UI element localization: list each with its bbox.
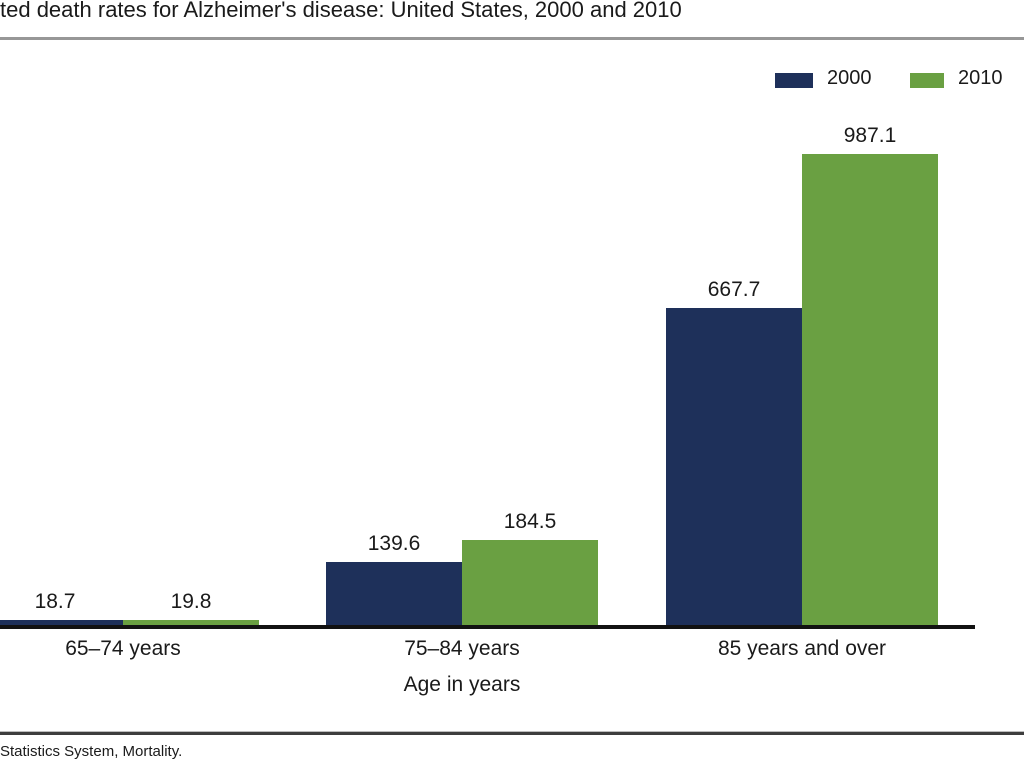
category-label-75-84: 75–84 years: [404, 637, 520, 660]
x-axis-line: [0, 625, 975, 629]
category-label-85-over: 85 years and over: [717, 637, 887, 660]
category-label-65-74: 65–74 years: [65, 637, 181, 660]
legend-label-2010: 2010: [958, 67, 1003, 89]
legend-swatch-2010: [910, 73, 944, 88]
bar-value-label-2000-1: 139.6: [367, 531, 421, 555]
bar-2010-75-84-years: [462, 540, 598, 629]
bar-2000-65-74-years: [0, 620, 123, 629]
bar-2000-75-84-years: [326, 561, 462, 629]
bar-value-label-2010-2: 987.1: [843, 124, 897, 147]
x-axis-title: Age in years: [403, 673, 521, 696]
title-divider-line: [0, 37, 1024, 40]
bar-value-label-2010-1: 184.5: [503, 510, 557, 534]
bar-2010-85-years-and-over: [802, 154, 938, 629]
bar-value-label-2000-2: 667.7: [707, 277, 761, 301]
bar-value-label-2010-0: 19.8: [170, 589, 212, 613]
bar-2010-65-74-years: [123, 619, 259, 629]
bar-2000-85-years-and-over: [666, 307, 802, 629]
chart-title: ted death rates for Alzheimer's disease:…: [0, 0, 682, 22]
footer-source-text: Statistics System, Mortality.: [0, 743, 183, 760]
legend-label-2000: 2000: [827, 67, 872, 89]
plot-area: 18.7 139.6 667.7 19.8 184.5 987.1: [0, 124, 975, 629]
legend-swatch-2000: [775, 73, 813, 88]
footer-divider-line: [0, 731, 1024, 735]
bar-value-label-2000-0: 18.7: [34, 590, 76, 613]
